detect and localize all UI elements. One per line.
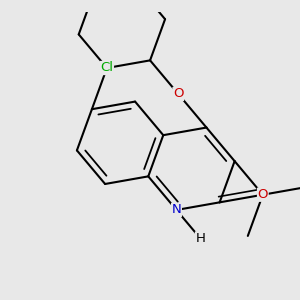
Text: O: O	[173, 88, 184, 100]
Text: H: H	[196, 232, 205, 245]
Text: N: N	[172, 203, 181, 217]
Text: Cl: Cl	[100, 61, 113, 74]
Text: O: O	[258, 188, 268, 201]
